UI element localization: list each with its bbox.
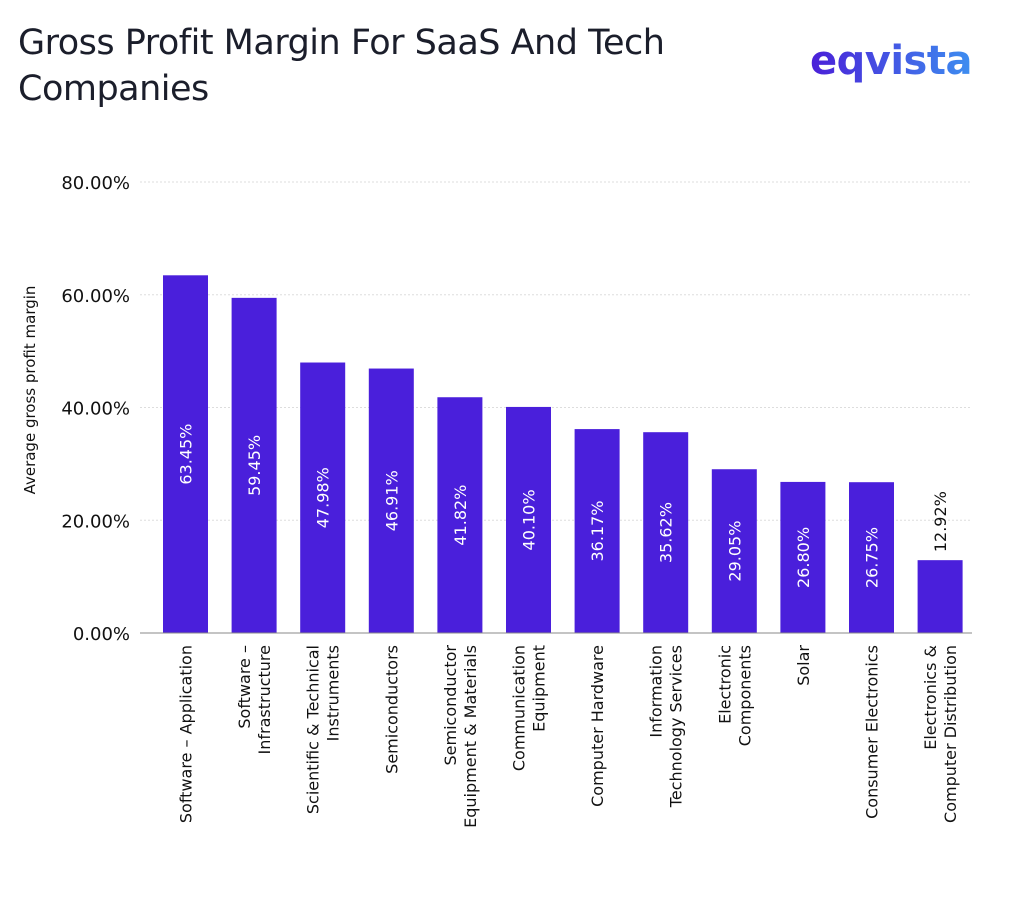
x-tick-label: Technology Services: [667, 645, 686, 808]
bar: [506, 406, 551, 633]
x-tick-label: Instruments: [324, 645, 343, 741]
chart-title: Gross Profit Margin For SaaS And Tech Co…: [18, 23, 665, 109]
data-label: 59.45%: [245, 435, 264, 496]
x-tick-label: Computer Distribution: [941, 645, 960, 823]
x-tick-label: Computer Hardware: [588, 645, 607, 807]
bar: [780, 481, 826, 633]
data-label: 35.62%: [657, 502, 676, 563]
x-tick-label: Equipment: [530, 645, 549, 732]
data-label: 36.17%: [588, 501, 607, 562]
data-label: 46.91%: [382, 470, 401, 531]
x-tick-label: Software –: [235, 645, 254, 729]
bar: [711, 469, 757, 633]
x-tick-label: Electronics &: [921, 645, 940, 750]
x-tick-label: Semiconductors: [382, 645, 401, 774]
y-tick-label: 80.00%: [61, 173, 130, 194]
y-tick-label: 0.00%: [73, 624, 130, 645]
y-axis-label: Average gross profit margin: [21, 286, 39, 495]
bar: [163, 275, 208, 633]
y-tick-label: 40.00%: [61, 399, 130, 420]
y-tick-label: 20.00%: [61, 511, 130, 532]
x-tick-label: Electronic: [715, 645, 734, 724]
data-label: 41.82%: [451, 485, 470, 546]
data-label: 12.92%: [931, 491, 950, 552]
bar: [368, 368, 414, 633]
bar: [574, 429, 620, 633]
data-label: 29.05%: [725, 521, 744, 582]
data-label: 26.75%: [863, 527, 882, 588]
y-tick-label: 60.00%: [61, 286, 130, 307]
bar: [917, 560, 963, 633]
x-tick-label: Software – Application: [177, 645, 196, 823]
eqvista-logo: eqvista: [810, 38, 972, 84]
data-label: 47.98%: [314, 467, 333, 528]
data-label: 26.80%: [794, 527, 813, 588]
x-tick-label: Information: [647, 645, 666, 738]
bar: [437, 397, 483, 633]
x-tick-label: Equipment & Materials: [461, 645, 480, 828]
x-tick-label: Communication: [510, 645, 529, 771]
x-tick-label: Semiconductor: [441, 645, 460, 766]
x-tick-label: Solar: [794, 645, 813, 686]
bar: [300, 362, 346, 633]
bar: [231, 297, 277, 633]
data-label: 40.10%: [520, 489, 539, 550]
x-tick-label: Infrastructure: [255, 645, 274, 754]
x-tick-label: Scientific & Technical: [304, 645, 323, 814]
x-tick-label: Consumer Electronics: [863, 645, 882, 819]
bar: [643, 432, 689, 633]
data-label: 63.45%: [177, 424, 196, 485]
x-tick-label: Components: [735, 645, 754, 746]
bar: [849, 482, 894, 633]
